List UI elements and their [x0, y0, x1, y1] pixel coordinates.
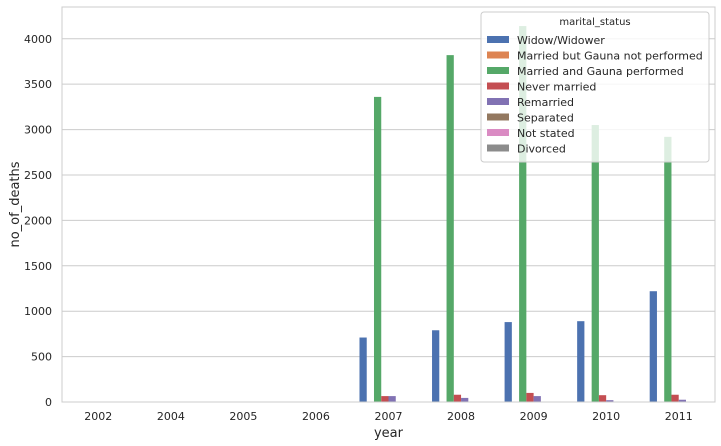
bar: [446, 55, 454, 403]
x-tick-label: 2002: [84, 410, 112, 423]
gridlines: [62, 38, 715, 403]
legend-swatch: [487, 36, 509, 43]
bar: [678, 399, 686, 402]
bar: [359, 337, 367, 402]
legend: marital_status Widow/Widower Married but …: [480, 11, 710, 163]
bar: [649, 291, 657, 402]
bars: [359, 26, 686, 403]
x-tick-label: 2004: [157, 410, 185, 423]
y-tick-label: 1000: [24, 305, 52, 318]
x-tick-label: 2009: [520, 410, 548, 423]
legend-swatch: [487, 67, 509, 74]
bar: [461, 397, 469, 402]
legend-entry-label: Never married: [517, 81, 596, 94]
legend-entry-label: Widow/Widower: [517, 34, 605, 47]
legend-swatch: [487, 113, 509, 121]
x-axis-label: year: [374, 426, 404, 441]
bar: [577, 321, 585, 402]
x-tick-label: 2007: [375, 410, 403, 423]
legend-swatch: [487, 98, 509, 105]
x-tick-label: 2011: [665, 410, 693, 423]
legend-swatch: [487, 144, 509, 152]
y-tick-label: 3500: [24, 78, 52, 91]
legend-swatch: [487, 129, 509, 136]
bar: [519, 26, 527, 402]
axes: 0 500 1000 1500 2000 2500 3000 3500 4000 2002 2004…: [24, 6, 716, 423]
legend-entry-label: Divorced: [517, 143, 566, 156]
y-tick-label: 3000: [24, 124, 52, 137]
y-tick-label: 500: [31, 351, 52, 364]
legend-title: marital_status: [559, 17, 630, 28]
x-tick-label: 2010: [592, 410, 620, 423]
bar: [373, 96, 382, 403]
y-axis-label: no_of_deaths: [8, 161, 23, 247]
bar: [671, 394, 679, 402]
y-tick-label: 2500: [24, 169, 52, 182]
bar: [598, 395, 607, 402]
plot-frame: [61, 6, 716, 403]
legend-items: Widow/Widower Married but Gauna not perfo…: [487, 34, 703, 156]
legend-entry-label: Remarried: [517, 96, 574, 109]
bar: [533, 396, 541, 402]
legend-entry-label: Married but Gauna not performed: [517, 50, 703, 63]
bar: [388, 396, 396, 402]
x-tick-label: 2005: [229, 410, 257, 423]
bar: [453, 394, 462, 402]
legend-entry-label: Not stated: [517, 127, 575, 140]
y-tick-label: 1500: [24, 260, 52, 273]
bar: [381, 396, 389, 402]
bar: [432, 330, 440, 402]
legend-swatch: [487, 51, 509, 59]
x-tick-label: 2006: [302, 410, 330, 423]
legend-swatch: [487, 82, 509, 90]
bar: [606, 400, 614, 402]
bar: [591, 125, 599, 403]
y-tick-label: 2000: [24, 214, 52, 227]
x-tick-label: 2008: [447, 410, 475, 423]
legend-entry-label: Separated: [517, 112, 574, 125]
y-tick-label: 4000: [24, 33, 52, 46]
bar: [664, 136, 672, 402]
bar: [504, 322, 512, 402]
y-tick-label: 0: [45, 396, 52, 409]
legend-entry-label: Married and Gauna performed: [517, 65, 684, 78]
bar: [526, 392, 534, 402]
legend-box: [480, 11, 710, 163]
